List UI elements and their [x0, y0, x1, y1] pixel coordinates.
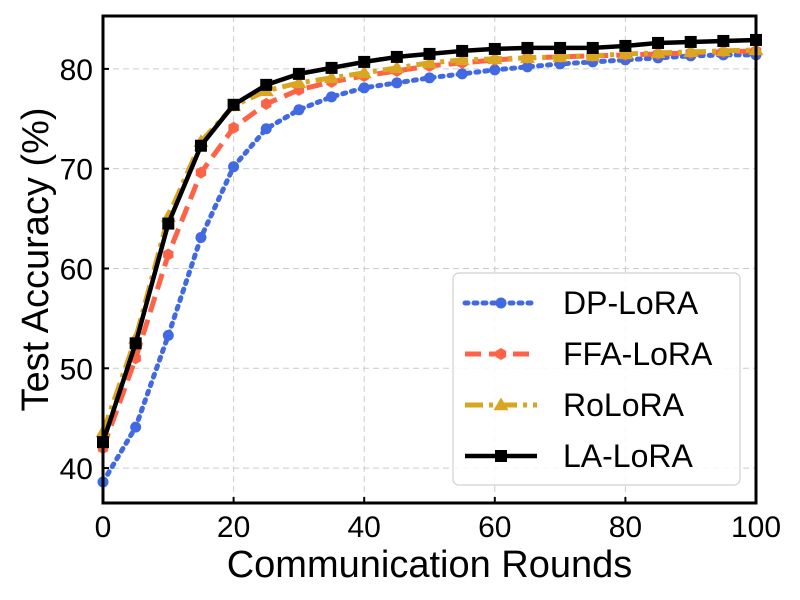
data-point-ffa-lora — [195, 166, 207, 179]
legend-marker-dp-lora — [495, 297, 507, 309]
y-tick-label: 70 — [60, 154, 93, 187]
y-tick-label: 80 — [60, 54, 93, 87]
data-point-dp-lora — [521, 61, 533, 73]
x-tick-label: 80 — [609, 511, 642, 544]
data-point-rolora — [585, 48, 601, 62]
data-point-rolora — [519, 50, 535, 64]
data-point-la-lora — [521, 41, 534, 54]
legend-item-rolora: RoLoRA — [465, 387, 685, 423]
data-point-rolora — [552, 49, 568, 63]
data-point-la-lora — [292, 67, 305, 80]
data-point-dp-lora — [489, 64, 501, 76]
data-point-la-lora — [227, 98, 240, 111]
legend-label-rolora: RoLoRA — [563, 387, 685, 423]
legend-item-la-lora: LA-LoRA — [465, 438, 694, 474]
y-tick-label: 50 — [60, 353, 93, 386]
data-point-la-lora — [652, 36, 665, 49]
data-point-rolora — [650, 45, 666, 59]
x-tick-label: 0 — [95, 511, 112, 544]
x-tick-label: 100 — [731, 511, 781, 544]
data-point-rolora — [356, 65, 372, 79]
data-point-rolora — [454, 52, 470, 66]
data-point-la-lora — [390, 50, 403, 63]
data-point-rolora — [324, 70, 340, 84]
data-point-dp-lora — [391, 77, 403, 89]
legend-item-ffa-lora: FFA-LoRA — [465, 336, 713, 372]
axis-ticks: 0 20 40 60 80 100 40 50 60 70 80 — [60, 54, 781, 544]
x-tick-label: 20 — [217, 511, 250, 544]
data-point-la-lora — [456, 44, 469, 57]
legend-marker-ffa-lora — [495, 348, 507, 360]
legend-marker-rolora — [493, 397, 509, 411]
data-point-rolora — [683, 44, 699, 58]
data-point-rolora — [617, 46, 633, 60]
data-point-dp-lora — [456, 68, 468, 80]
data-point-ffa-lora — [228, 121, 239, 134]
plot-frame — [101, 14, 758, 505]
data-point-dp-lora — [260, 123, 272, 135]
data-point-rolora — [291, 75, 307, 89]
data-point-dp-lora — [358, 82, 370, 94]
legend-label-la-lora: LA-LoRA — [563, 438, 694, 474]
legend-box — [452, 272, 741, 486]
legend: DP-LoRA FFA-LoRA RoLoRA LA-LoRA — [452, 272, 741, 486]
data-point-la-lora — [586, 41, 599, 54]
data-point-la-lora — [488, 42, 501, 55]
y-axis-label: Test Accuracy (%) — [15, 107, 57, 411]
data-point-la-lora — [194, 139, 207, 152]
series-la-lora — [97, 33, 762, 449]
data-point-la-lora — [684, 35, 697, 48]
legend-label-ffa-lora: FFA-LoRA — [563, 336, 713, 372]
y-tick-label: 40 — [60, 453, 93, 486]
x-axis-label: Communication Rounds — [227, 544, 633, 586]
legend-item-dp-lora: DP-LoRA — [462, 285, 699, 321]
data-point-rolora — [715, 43, 731, 57]
legend-label-dp-lora: DP-LoRA — [563, 285, 699, 321]
data-point-dp-lora — [326, 91, 338, 103]
y-tick-label: 60 — [60, 253, 93, 286]
data-point-la-lora — [325, 61, 338, 74]
data-point-la-lora — [554, 41, 567, 54]
data-point-dp-lora — [293, 104, 305, 116]
data-point-dp-lora — [195, 232, 207, 244]
data-point-rolora — [389, 60, 405, 74]
data-point-rolora — [487, 51, 503, 65]
data-point-dp-lora — [228, 161, 240, 173]
data-point-la-lora — [358, 55, 371, 68]
legend-marker-la-lora — [495, 450, 507, 462]
data-point-ffa-lora — [261, 97, 272, 110]
x-tick-label: 60 — [478, 511, 511, 544]
data-point-rolora — [422, 55, 437, 69]
series-layer — [95, 33, 764, 488]
data-point-la-lora — [129, 337, 142, 350]
data-point-la-lora — [717, 34, 730, 47]
data-point-la-lora — [260, 78, 273, 91]
data-point-dp-lora — [424, 72, 435, 84]
data-point-dp-lora — [130, 421, 142, 433]
data-point-la-lora — [423, 47, 436, 60]
data-point-dp-lora — [162, 329, 174, 341]
data-point-la-lora — [619, 39, 632, 52]
data-point-ffa-lora — [163, 248, 174, 261]
data-point-la-lora — [162, 217, 175, 230]
x-tick-label: 40 — [348, 511, 381, 544]
